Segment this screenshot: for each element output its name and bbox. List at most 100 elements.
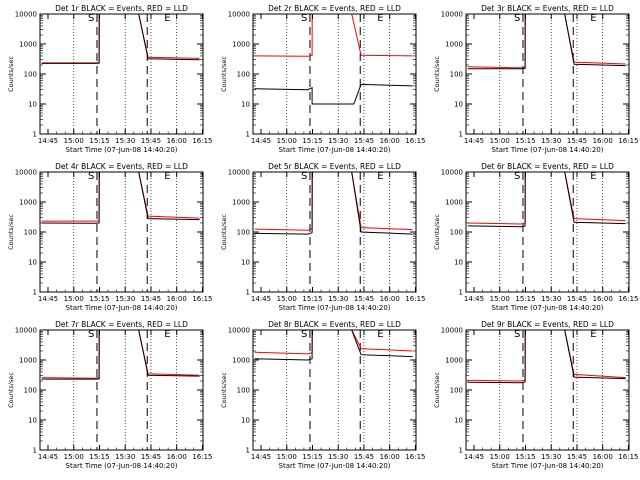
marker-end-label: E [164,171,170,182]
y-tick-label: 10 [241,417,250,425]
x-tick-label: 14:45 [464,137,484,145]
marker-start-label: S [301,329,307,340]
series-line [254,330,413,361]
x-tick-label: 16:15 [192,295,212,303]
marker-end-label: E [164,13,170,24]
y-tick-label: 10 [454,259,463,267]
x-tick-label: 15:00 [490,453,510,461]
y-tick-label: 1 [33,447,37,455]
y-tick-label: 10000 [441,11,463,19]
x-tick-label: 15:00 [277,453,297,461]
x-axis-label: Start Time (07-Jun-08 14:40:20) [492,304,604,312]
chart-panel: 1 10 100 1000 10000 14:45 15:00 15:15 15:30 15:45… [220,4,426,154]
y-tick-label: 1000 [19,357,37,365]
plot-frame [465,329,630,451]
x-tick-label: 15:00 [277,295,297,303]
x-tick-label: 15:45 [354,137,374,145]
y-axis-label: Counts/sec [7,56,15,92]
marker-start-label: S [514,171,520,182]
y-tick-label: 1 [459,289,463,297]
marker-start-label: S [88,329,94,340]
y-tick-label: 10000 [15,11,37,19]
x-tick-label: 16:00 [593,137,613,145]
x-tick-label: 15:30 [115,295,135,303]
y-tick-label: 1 [246,131,250,139]
marker-end-label: E [377,329,383,340]
plot-frame [39,171,204,293]
y-tick-label: 10000 [228,327,250,335]
x-tick-label: 15:15 [302,137,322,145]
x-tick-label: 15:15 [302,295,322,303]
x-tick-label: 15:15 [89,295,109,303]
y-tick-label: 1 [246,447,250,455]
y-tick-label: 1000 [232,357,250,365]
y-tick-label: 10 [454,101,463,109]
chart-panel: 1 10 100 1000 10000 14:45 15:00 15:15 15:30 15:45… [433,320,639,470]
y-tick-label: 1000 [232,199,250,207]
x-tick-label: 16:15 [192,453,212,461]
y-tick-label: 1 [33,289,37,297]
x-tick-label: 15:00 [64,137,84,145]
series-line [467,172,626,225]
plot-frame [252,171,417,293]
x-tick-label: 15:00 [490,295,510,303]
y-tick-label: 10 [28,259,37,267]
x-tick-label: 14:45 [38,453,58,461]
marker-end-label: E [377,171,383,182]
plot-frame [39,329,204,451]
x-tick-label: 14:45 [251,295,271,303]
x-tick-label: 15:45 [354,295,374,303]
y-axis-label: Counts/sec [220,372,228,408]
plot-frame [465,171,630,293]
series-line [467,14,626,70]
x-tick-label: 15:30 [328,295,348,303]
y-axis-label: Counts/sec [220,214,228,250]
x-tick-label: 15:30 [541,295,561,303]
series-line [254,172,413,235]
x-tick-label: 15:15 [89,453,109,461]
y-tick-label: 10000 [228,169,250,177]
y-tick-label: 10000 [228,11,250,19]
x-tick-label: 14:45 [38,295,58,303]
x-tick-label: 16:00 [167,137,187,145]
y-axis-label: Counts/sec [220,56,228,92]
marker-end-label: E [590,329,596,340]
series-line [254,330,413,355]
x-tick-label: 16:15 [405,295,425,303]
y-tick-label: 100 [450,229,463,237]
x-tick-label: 15:00 [64,453,84,461]
series-line [467,172,626,228]
marker-start-label: S [301,13,307,24]
series-line [41,330,200,380]
chart-title: Det 1r BLACK = Events, RED = LLD [55,4,188,13]
series-line [41,14,200,64]
x-tick-label: 15:15 [515,137,535,145]
y-tick-label: 100 [237,229,250,237]
marker-start-label: S [514,13,520,24]
x-tick-label: 15:45 [141,137,161,145]
chart-panel: 1 10 100 1000 10000 14:45 15:00 15:15 15:30 15:45… [433,4,639,154]
chart-title: Det 6r BLACK = Events, RED = LLD [481,162,614,171]
y-tick-label: 1000 [19,41,37,49]
x-tick-label: 15:15 [515,453,535,461]
chart-title: Det 5r BLACK = Events, RED = LLD [268,162,401,171]
x-tick-label: 15:15 [302,453,322,461]
x-axis-label: Start Time (07-Jun-08 14:40:20) [492,462,604,470]
chart-title: Det 8r BLACK = Events, RED = LLD [268,320,401,329]
x-tick-label: 14:45 [38,137,58,145]
plot-frame [252,13,417,135]
marker-start-label: S [301,171,307,182]
marker-end-label: E [164,329,170,340]
y-tick-label: 10000 [441,169,463,177]
plot-frame [252,329,417,451]
series-line [41,172,200,222]
chart-panel: 1 10 100 1000 10000 14:45 15:00 15:15 15:30 15:45… [433,162,639,312]
series-line [254,14,413,57]
y-tick-label: 100 [24,71,37,79]
chart-title: Det 7r BLACK = Events, RED = LLD [55,320,188,329]
y-tick-label: 100 [450,387,463,395]
x-tick-label: 16:15 [405,137,425,145]
x-tick-label: 15:45 [567,453,587,461]
x-axis-label: Start Time (07-Jun-08 14:40:20) [66,462,178,470]
